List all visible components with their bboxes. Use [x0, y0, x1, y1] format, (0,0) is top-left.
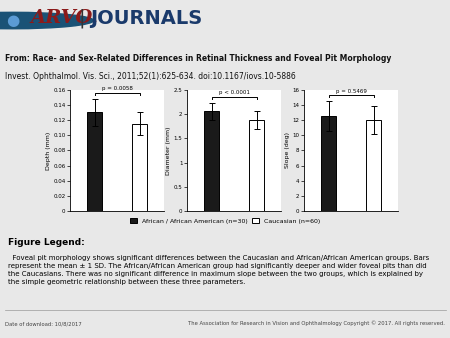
- Text: |: |: [79, 8, 86, 28]
- Legend: African / African American (n=30), Caucasian (n=60): African / African American (n=30), Cauca…: [130, 218, 320, 224]
- Y-axis label: Depth (mm): Depth (mm): [45, 131, 50, 170]
- Bar: [87, 112, 102, 211]
- Text: p < 0.0001: p < 0.0001: [219, 90, 249, 95]
- Text: ●: ●: [6, 13, 19, 28]
- Bar: [249, 120, 264, 211]
- Bar: [204, 112, 219, 211]
- Text: p = 0.5469: p = 0.5469: [336, 89, 366, 94]
- Text: From: Race- and Sex-Related Differences in Retinal Thickness and Foveal Pit Morp: From: Race- and Sex-Related Differences …: [5, 54, 392, 63]
- Y-axis label: Diameter (mm): Diameter (mm): [166, 126, 171, 175]
- Text: ARVO.: ARVO.: [31, 9, 99, 27]
- Bar: [132, 124, 147, 211]
- Text: Date of download: 10/8/2017: Date of download: 10/8/2017: [5, 321, 82, 326]
- Bar: [321, 116, 336, 211]
- Text: JOURNALS: JOURNALS: [90, 9, 202, 28]
- Bar: [366, 120, 381, 211]
- Text: p = 0.0058: p = 0.0058: [102, 87, 132, 91]
- Text: Invest. Ophthalmol. Vis. Sci., 2011;52(1):625-634. doi:10.1167/iovs.10-5886: Invest. Ophthalmol. Vis. Sci., 2011;52(1…: [5, 72, 296, 81]
- Text: Foveal pit morphology shows significant differences between the Caucasian and Af: Foveal pit morphology shows significant …: [8, 255, 429, 285]
- Text: The Association for Research in Vision and Ophthalmology Copyright © 2017. All r: The Association for Research in Vision a…: [188, 321, 445, 327]
- Text: Figure Legend:: Figure Legend:: [8, 238, 85, 247]
- Y-axis label: Slope (deg): Slope (deg): [285, 132, 290, 168]
- Circle shape: [0, 12, 94, 29]
